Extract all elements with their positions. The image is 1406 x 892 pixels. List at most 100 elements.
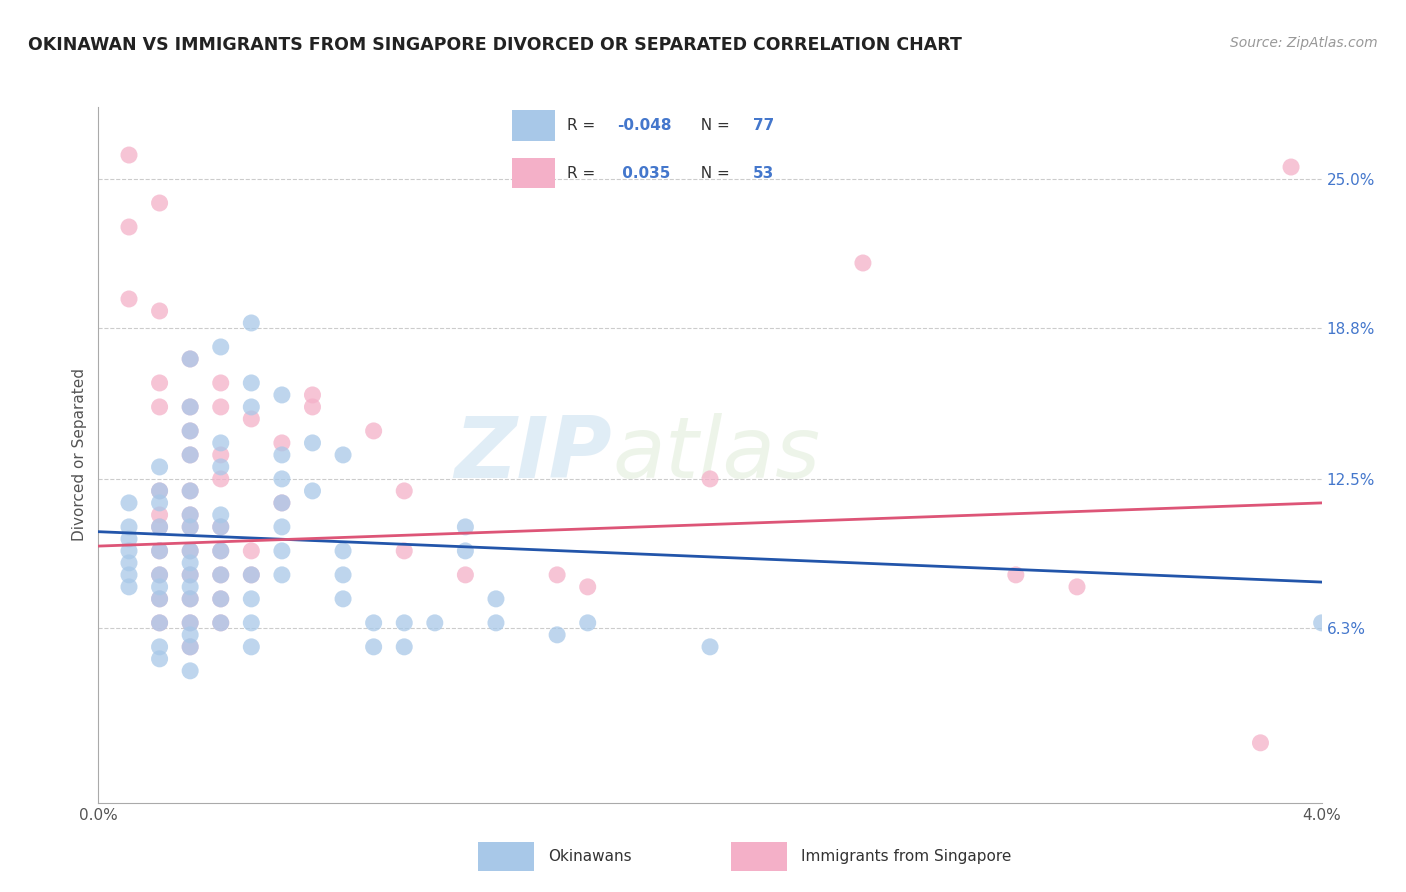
Point — [392, 544, 416, 558]
Point — [118, 544, 141, 558]
Point — [179, 580, 201, 594]
Text: N =: N = — [690, 119, 734, 133]
Point — [149, 496, 172, 510]
Point — [118, 292, 141, 306]
Point — [179, 615, 201, 630]
Text: 0.035: 0.035 — [617, 166, 671, 180]
Point — [209, 472, 232, 486]
Point — [301, 483, 323, 498]
Point — [240, 591, 263, 606]
Point — [179, 351, 201, 366]
Point — [179, 591, 201, 606]
Point — [392, 483, 416, 498]
Point — [363, 424, 385, 438]
Point — [149, 544, 172, 558]
Point — [1279, 160, 1302, 174]
Point — [149, 520, 172, 534]
Point — [149, 580, 172, 594]
Point — [118, 148, 141, 162]
Text: ZIP: ZIP — [454, 413, 612, 497]
Point — [240, 412, 263, 426]
Point — [149, 591, 172, 606]
Point — [576, 580, 599, 594]
Point — [118, 580, 141, 594]
Text: N =: N = — [690, 166, 734, 180]
Point — [179, 400, 201, 414]
Point — [179, 615, 201, 630]
Point — [179, 483, 201, 498]
Point — [149, 652, 172, 666]
Point — [1066, 580, 1088, 594]
Point — [392, 640, 416, 654]
Point — [179, 640, 201, 654]
Point — [149, 567, 172, 582]
Point — [546, 567, 568, 582]
Point — [270, 567, 294, 582]
Point — [179, 520, 201, 534]
Point — [240, 400, 263, 414]
Text: R =: R = — [567, 166, 600, 180]
Point — [301, 436, 323, 450]
Text: atlas: atlas — [612, 413, 820, 497]
Point — [179, 520, 201, 534]
Point — [270, 496, 294, 510]
Point — [1249, 736, 1271, 750]
Point — [209, 448, 232, 462]
Point — [699, 640, 721, 654]
Point — [454, 567, 477, 582]
Point — [363, 640, 385, 654]
Point — [209, 376, 232, 390]
Point — [270, 544, 294, 558]
Text: -0.048: -0.048 — [617, 119, 671, 133]
Point — [179, 640, 201, 654]
Point — [454, 544, 477, 558]
Point — [179, 424, 201, 438]
Point — [179, 567, 201, 582]
Text: Immigrants from Singapore: Immigrants from Singapore — [801, 849, 1012, 863]
Point — [209, 591, 232, 606]
Point — [1310, 615, 1333, 630]
Point — [209, 520, 232, 534]
Point — [179, 664, 201, 678]
Point — [149, 304, 172, 318]
Point — [149, 376, 172, 390]
Point — [485, 591, 508, 606]
Point — [423, 615, 446, 630]
Point — [209, 615, 232, 630]
Bar — [512, 111, 555, 141]
Point — [149, 508, 172, 522]
Point — [209, 544, 232, 558]
Text: OKINAWAN VS IMMIGRANTS FROM SINGAPORE DIVORCED OR SEPARATED CORRELATION CHART: OKINAWAN VS IMMIGRANTS FROM SINGAPORE DI… — [28, 36, 962, 54]
Point — [240, 567, 263, 582]
Point — [149, 640, 172, 654]
Point — [270, 520, 294, 534]
Point — [179, 351, 201, 366]
Point — [179, 424, 201, 438]
Point — [270, 448, 294, 462]
Bar — [731, 842, 787, 871]
Text: R =: R = — [567, 119, 600, 133]
Point — [149, 567, 172, 582]
Y-axis label: Divorced or Separated: Divorced or Separated — [72, 368, 87, 541]
Text: 77: 77 — [752, 119, 775, 133]
Point — [270, 496, 294, 510]
Point — [209, 567, 232, 582]
Point — [209, 508, 232, 522]
Point — [240, 376, 263, 390]
Text: 53: 53 — [752, 166, 775, 180]
Point — [332, 567, 354, 582]
Point — [179, 544, 201, 558]
Point — [270, 472, 294, 486]
Point — [209, 459, 232, 474]
Point — [179, 508, 201, 522]
Point — [209, 340, 232, 354]
Point — [485, 615, 508, 630]
Point — [546, 628, 568, 642]
Point — [149, 544, 172, 558]
Point — [149, 459, 172, 474]
Point — [149, 615, 172, 630]
Point — [240, 615, 263, 630]
Point — [301, 400, 323, 414]
Point — [240, 544, 263, 558]
Point — [454, 520, 477, 534]
